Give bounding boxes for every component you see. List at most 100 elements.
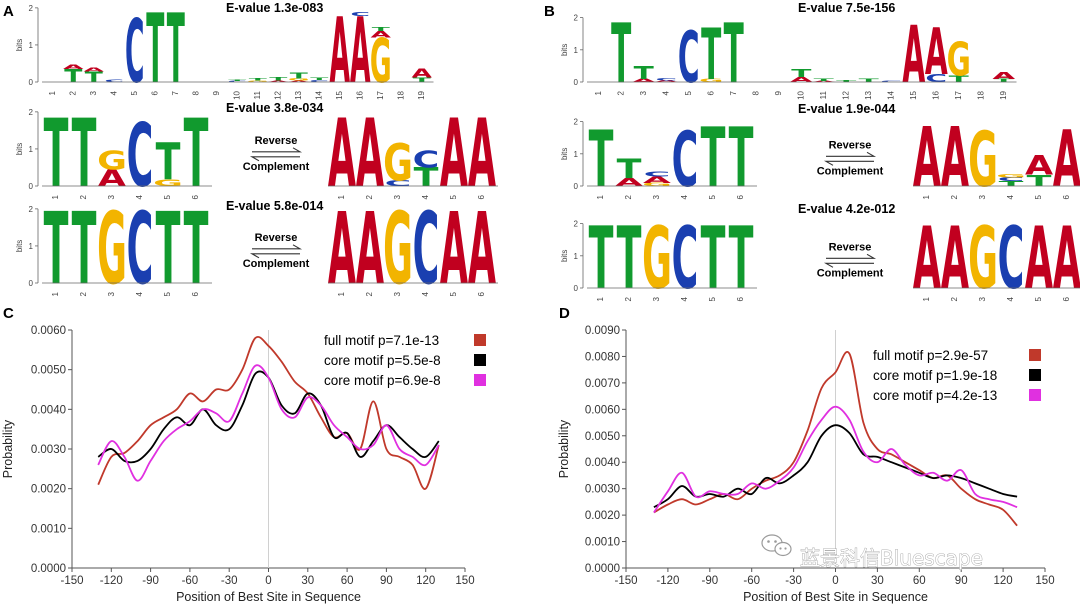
logo-column-b3-3: G xyxy=(642,209,672,309)
logo-position-label: 2 xyxy=(68,90,77,95)
logo-letter-c: C xyxy=(228,81,247,83)
x-tick-label: -120 xyxy=(656,575,679,587)
logo-position-label: 11 xyxy=(819,90,828,99)
logo-position-label: 6 xyxy=(706,90,715,95)
reverse-label: Reverse xyxy=(829,139,872,151)
logo-letter-t: T xyxy=(617,154,642,185)
logo-letter-c: C xyxy=(644,171,671,179)
legend-label: core motif p=4.2e-13 xyxy=(873,388,997,403)
y-tick-label: 0.0000 xyxy=(585,563,620,575)
logo-column-b1-16: CA xyxy=(925,15,948,89)
logo-position-label: 3 xyxy=(978,296,987,301)
logo-column-b2-rc-5: TA xyxy=(1025,151,1054,190)
logo-letter-a: A xyxy=(350,0,371,104)
logo-letter-t: T xyxy=(1027,172,1052,190)
logo-letter-c: C xyxy=(105,79,124,83)
logo-column-a3-rc-6: A xyxy=(468,191,496,306)
logo-ytick-label: 1 xyxy=(29,41,34,50)
logo-letter-c: C xyxy=(413,147,440,173)
logo-position-label: 5 xyxy=(1034,296,1043,301)
logo-position-label: 8 xyxy=(191,90,200,95)
logo-letter-g: G xyxy=(370,26,392,97)
x-tick-label: 0 xyxy=(265,575,271,587)
logo-letter-t: T xyxy=(729,209,754,309)
reverse-label: Reverse xyxy=(829,241,872,253)
x-tick-label: -60 xyxy=(182,575,199,587)
logo-position-label: 6 xyxy=(191,194,200,199)
evalue-label: E-value 7.5e-156 xyxy=(798,1,895,15)
logo-column-b1-6: GT xyxy=(699,14,723,96)
logo-position-label: 7 xyxy=(171,90,180,95)
logo-position-label: 1 xyxy=(594,90,603,95)
logo-letter-t: T xyxy=(589,116,614,206)
logo-letter-a: A xyxy=(1053,116,1080,206)
logo-column-a3-rc-2: A xyxy=(356,191,384,306)
logo-letter-t: T xyxy=(44,191,69,306)
logo-position-label: 3 xyxy=(639,90,648,95)
logo-letter-t: T xyxy=(372,26,390,32)
logo-letter-a: A xyxy=(440,191,468,306)
logo-column-a1-11: GT xyxy=(247,78,269,83)
logo-letter-c: C xyxy=(672,117,699,205)
logo-column-a2-rc-4: TC xyxy=(413,147,440,192)
logo-letter-c: C xyxy=(998,209,1025,309)
logo-column-a3-3: G xyxy=(97,191,127,306)
logo-position-label: 6 xyxy=(191,291,200,296)
logo-position-label: 18 xyxy=(396,90,405,99)
logo-column-b2-rc-3: G xyxy=(968,117,998,205)
logo-position-label: 3 xyxy=(652,296,661,301)
logo-letter-t: T xyxy=(836,80,857,83)
logo-position-label: 5 xyxy=(708,296,717,301)
logo-column-b2-3: GAC xyxy=(642,171,672,188)
logo-letter-t: T xyxy=(701,209,726,309)
panel-letter-b: B xyxy=(544,3,555,20)
logo-position-label: 2 xyxy=(365,291,374,296)
logo-column-b3-rc-1: A xyxy=(913,209,941,309)
chart-c: 0.0000 0.0010 0.0020 0.0030 0.0040 0.0050 0.00… xyxy=(1,325,486,604)
logo-position-label: 2 xyxy=(616,90,625,95)
logo-letter-t: T xyxy=(949,74,969,84)
logo-column-b2-rc-1: A xyxy=(913,110,941,206)
logo-column-a2-rc-2: A xyxy=(356,99,384,208)
legend: full motif p=2.9e-57 core motif p=1.9e-18… xyxy=(873,348,1041,403)
logo-letter-a: A xyxy=(328,191,356,306)
logo-column-a1-13: AGT xyxy=(288,71,310,83)
logo-letter-t: T xyxy=(290,71,309,81)
reverse-complement-arrows-icon xyxy=(249,244,303,259)
x-tick-label: -90 xyxy=(142,575,159,587)
logo-letter-g: G xyxy=(97,147,127,176)
legend-label: full motif p=7.1e-13 xyxy=(324,333,439,348)
logo-column-a3-4: C xyxy=(127,191,154,306)
logo-column-b1-12: T xyxy=(836,80,857,83)
logo-ytick-label: 1 xyxy=(29,145,34,154)
logo-letter-t: T xyxy=(167,0,185,105)
logo-position-label: 4 xyxy=(1006,296,1015,301)
logo-letter-a: A xyxy=(941,110,969,206)
logo-letter-t: T xyxy=(814,78,835,82)
logo-column-a2-rc-6: A xyxy=(468,99,496,208)
logo-column-b3-2: T xyxy=(617,209,642,309)
logo-column-b1-14: C xyxy=(880,80,902,82)
logo-column-a2-rc-1: A xyxy=(328,99,356,208)
logo-letter-t: T xyxy=(617,209,642,309)
logo-position-label: 4 xyxy=(1006,194,1015,199)
logo-column-b1-19: TA xyxy=(992,70,1015,83)
logo-letter-a: A xyxy=(941,209,969,309)
evalue-label: E-value 1.3e-083 xyxy=(226,1,323,15)
wechat-icon xyxy=(761,534,792,557)
complement-label: Complement xyxy=(817,267,884,279)
logo-column-a3-rc-3: G xyxy=(383,191,413,306)
logo-position-label: 9 xyxy=(774,90,783,95)
series-line-core2 xyxy=(97,364,440,482)
logo-position-label: 3 xyxy=(978,194,987,199)
logo-position-label: 7 xyxy=(729,90,738,95)
logo-column-b3-rc-2: A xyxy=(941,209,969,309)
logo-position-label: 1 xyxy=(337,291,346,296)
legend: full motif p=7.1e-13 core motif p=5.5e-8 c… xyxy=(324,333,486,388)
logo-letter-t: T xyxy=(994,78,1015,83)
logo-column-b1-3: AT xyxy=(632,62,656,83)
logo-column-a2-4: C xyxy=(127,105,154,207)
reverse-complement-arrows-icon xyxy=(249,147,303,162)
logo-column-a3-2: T xyxy=(72,191,97,306)
